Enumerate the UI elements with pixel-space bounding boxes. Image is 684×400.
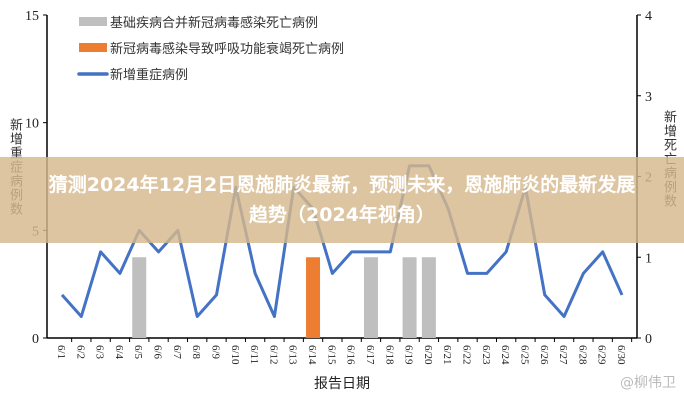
x-tick-label: 6/4 xyxy=(113,345,125,360)
x-tick-label: 6/15 xyxy=(325,345,337,365)
x-tick-label: 6/11 xyxy=(248,345,260,364)
x-tick-label: 6/7 xyxy=(171,345,183,360)
bar-respiratory-death xyxy=(306,257,321,338)
watermark: @柳伟卫 xyxy=(620,375,676,391)
y-tick-label-left: 10 xyxy=(25,117,39,132)
x-tick-label: 6/17 xyxy=(364,345,376,365)
y-tick-label-left: 0 xyxy=(32,332,39,347)
x-tick-label: 6/16 xyxy=(345,345,357,365)
x-tick-label: 6/3 xyxy=(94,345,106,360)
legend-swatch xyxy=(79,17,107,26)
page-title: 猜测2024年12月2日恩施肺炎最新，预测未来，恩施肺炎的最新发展趋势（2024… xyxy=(48,174,636,226)
x-axis-title: 报告日期 xyxy=(314,376,370,392)
x-tick-label: 6/25 xyxy=(518,345,530,365)
bar-comorbidity-death xyxy=(132,257,147,338)
x-tick-label: 6/1 xyxy=(55,345,67,359)
x-tick-label: 6/5 xyxy=(132,345,144,360)
legend-label: 基础疾病合并新冠病毒感染死亡病例 xyxy=(110,15,318,30)
x-tick-label: 6/26 xyxy=(538,345,550,365)
title-banner: 猜测2024年12月2日恩施肺炎最新，预测未来，恩施肺炎的最新发展趋势（2024… xyxy=(0,157,684,243)
x-tick-label: 6/2 xyxy=(74,345,86,359)
legend-swatch xyxy=(79,43,107,52)
x-tick-label: 6/20 xyxy=(422,345,434,365)
x-tick-label: 6/13 xyxy=(287,345,299,365)
y-tick-label-right: 1 xyxy=(645,251,652,266)
x-tick-label: 6/12 xyxy=(267,345,279,365)
x-tick-label: 6/24 xyxy=(499,345,511,365)
x-tick-label: 6/29 xyxy=(596,345,608,365)
y-tick-label-right: 3 xyxy=(645,90,652,105)
y-tick-label-right: 4 xyxy=(645,9,652,24)
bar-comorbidity-death xyxy=(402,257,417,338)
x-tick-label: 6/8 xyxy=(190,345,202,360)
x-tick-label: 6/14 xyxy=(306,345,318,365)
x-tick-label: 6/10 xyxy=(229,345,241,365)
x-tick-label: 6/23 xyxy=(480,345,492,365)
x-tick-label: 6/28 xyxy=(576,345,588,365)
bar-comorbidity-death xyxy=(421,257,436,338)
x-tick-label: 6/22 xyxy=(461,345,473,365)
x-tick-label: 6/27 xyxy=(557,345,569,365)
legend-label: 新冠病毒感染导致呼吸功能衰竭死亡病例 xyxy=(110,41,344,56)
x-tick-label: 6/30 xyxy=(615,345,627,365)
x-tick-label: 6/21 xyxy=(441,345,453,365)
x-tick-label: 6/19 xyxy=(403,345,415,365)
x-tick-label: 6/6 xyxy=(152,345,164,360)
x-tick-label: 6/18 xyxy=(383,345,395,365)
bar-comorbidity-death xyxy=(363,257,378,338)
y-tick-label-left: 15 xyxy=(25,9,39,24)
y-tick-label-right: 0 xyxy=(645,332,652,347)
legend-label: 新增重症病例 xyxy=(110,67,188,82)
x-tick-label: 6/9 xyxy=(209,345,221,360)
